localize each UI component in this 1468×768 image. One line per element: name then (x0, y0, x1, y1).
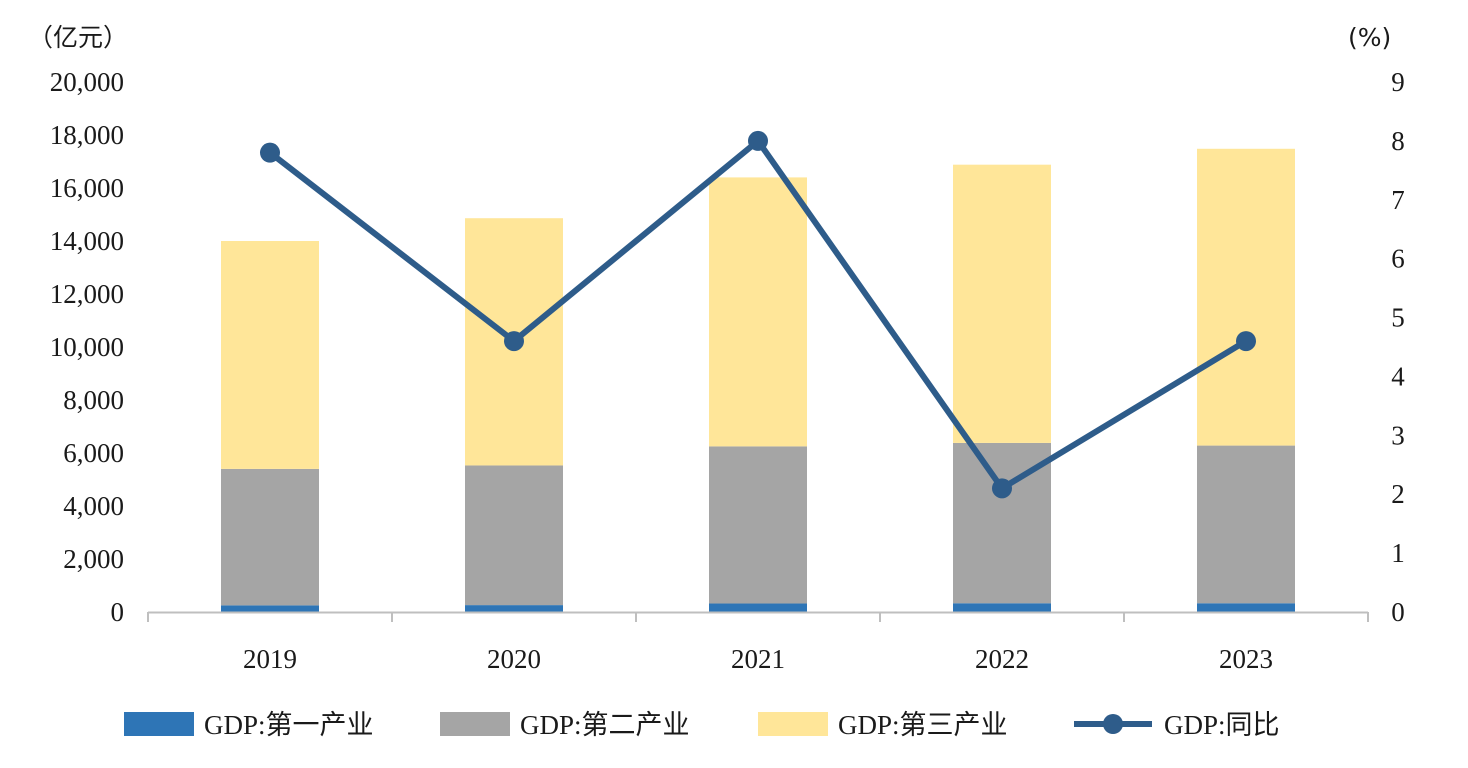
legend-label: GDP:第一产业 (204, 710, 374, 740)
left-tick-label: 12,000 (50, 279, 124, 309)
line-series (260, 130, 1256, 499)
bar-segment-3-2023 (1197, 148, 1295, 446)
growth-point-2022 (992, 478, 1012, 499)
right-tick-label: 1 (1391, 538, 1405, 568)
legend-marker (1103, 714, 1123, 734)
x-tick-label: 2023 (1219, 644, 1273, 674)
bar-segment-2-2023 (1197, 445, 1295, 604)
x-tick-label: 2021 (731, 644, 785, 674)
right-axis-ticks: 0 1 2 3 4 5 6 7 8 9 (1391, 67, 1405, 627)
growth-point-2019 (260, 142, 280, 163)
legend-swatch (440, 712, 510, 736)
right-tick-label: 9 (1391, 67, 1405, 97)
right-tick-label: 7 (1391, 185, 1405, 215)
bar-segment-1-2023 (1197, 603, 1295, 612)
x-tick-label: 2020 (487, 644, 541, 674)
right-tick-label: 2 (1391, 479, 1405, 509)
bar-segment-2-2021 (709, 446, 807, 604)
right-axis-unit: (%) (1348, 23, 1391, 52)
bar-segment-3-2019 (221, 241, 319, 469)
left-tick-label: 8,000 (63, 385, 124, 415)
right-tick-label: 8 (1391, 126, 1405, 156)
legend-label: GDP:同比 (1164, 710, 1280, 740)
bar-segment-1-2022 (953, 603, 1051, 612)
bar-segment-1-2021 (709, 603, 807, 612)
legend: GDP:第一产业 GDP:第二产业 GDP:第三产业 GDP:同比 (124, 710, 1280, 740)
left-tick-label: 4,000 (63, 491, 124, 521)
legend-swatch (124, 712, 194, 736)
left-tick-label: 10,000 (50, 332, 124, 362)
right-tick-label: 5 (1391, 303, 1405, 333)
right-tick-label: 3 (1391, 420, 1405, 450)
bar-segment-2-2019 (221, 468, 319, 606)
left-tick-label: 18,000 (50, 120, 124, 150)
left-axis-ticks: 0 2,000 4,000 6,000 8,000 10,000 12,000 14,000 1… (50, 67, 124, 627)
right-tick-label: 6 (1391, 244, 1405, 274)
bar-segment-2-2020 (465, 465, 563, 606)
x-tick-label: 2022 (975, 644, 1029, 674)
bar-segment-1-2019 (221, 605, 319, 612)
legend-label: GDP:第二产业 (520, 710, 690, 740)
growth-point-2021 (748, 130, 768, 151)
right-tick-label: 4 (1391, 361, 1405, 391)
left-tick-label: 16,000 (50, 173, 124, 203)
bar-segment-3-2021 (709, 177, 807, 447)
bar-segment-3-2022 (953, 164, 1051, 443)
left-tick-label: 20,000 (50, 67, 124, 97)
bar-series (221, 148, 1295, 612)
legend-swatch (758, 712, 828, 736)
x-axis-ticks: 2019 2020 2021 2022 2023 (147, 612, 1369, 674)
left-axis-unit: （亿元） (28, 23, 128, 52)
legend-label: GDP:第三产业 (838, 710, 1008, 740)
left-tick-label: 6,000 (63, 438, 124, 468)
left-tick-label: 0 (111, 597, 125, 627)
growth-point-2023 (1236, 331, 1256, 352)
right-tick-label: 0 (1391, 597, 1405, 627)
x-tick-label: 2019 (243, 644, 297, 674)
growth-point-2020 (504, 331, 524, 352)
left-tick-label: 14,000 (50, 226, 124, 256)
bar-segment-1-2020 (465, 605, 563, 612)
left-tick-label: 2,000 (63, 544, 124, 574)
